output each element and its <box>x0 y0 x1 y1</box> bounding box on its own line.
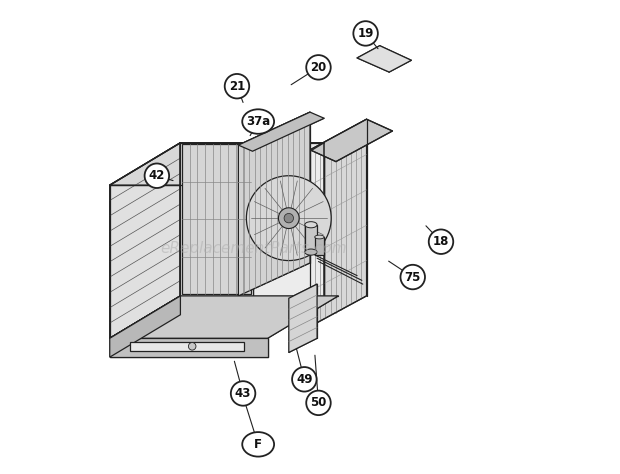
Text: 18: 18 <box>433 235 449 248</box>
Polygon shape <box>315 237 324 255</box>
Text: 19: 19 <box>357 27 374 40</box>
Text: eReplacementParts.com: eReplacementParts.com <box>160 241 347 256</box>
Ellipse shape <box>305 222 317 228</box>
Polygon shape <box>110 143 180 338</box>
Polygon shape <box>110 296 180 357</box>
Circle shape <box>188 343 196 350</box>
Circle shape <box>144 164 169 188</box>
Polygon shape <box>238 112 324 151</box>
Text: 21: 21 <box>229 80 245 93</box>
Polygon shape <box>180 143 254 296</box>
Text: 50: 50 <box>310 396 327 410</box>
Polygon shape <box>180 143 324 296</box>
Ellipse shape <box>242 432 274 456</box>
Circle shape <box>306 55 330 80</box>
Circle shape <box>284 213 293 223</box>
Text: 20: 20 <box>311 61 327 74</box>
Polygon shape <box>110 296 339 338</box>
Circle shape <box>353 21 378 46</box>
Text: 49: 49 <box>296 373 312 386</box>
Polygon shape <box>357 46 411 72</box>
Polygon shape <box>305 225 317 252</box>
Text: 43: 43 <box>235 387 251 400</box>
Ellipse shape <box>305 249 317 255</box>
Polygon shape <box>310 119 366 327</box>
Circle shape <box>401 265 425 289</box>
Circle shape <box>224 74 249 99</box>
Ellipse shape <box>315 235 324 239</box>
Circle shape <box>306 391 330 415</box>
Circle shape <box>429 229 453 254</box>
Text: 42: 42 <box>149 169 165 182</box>
Circle shape <box>246 176 331 261</box>
Ellipse shape <box>242 109 274 134</box>
Text: 37a: 37a <box>246 115 270 128</box>
Polygon shape <box>254 143 324 296</box>
Polygon shape <box>110 143 324 185</box>
Circle shape <box>278 208 299 228</box>
Circle shape <box>231 381 255 406</box>
Circle shape <box>292 367 317 392</box>
Text: F: F <box>254 438 262 451</box>
Polygon shape <box>130 342 244 351</box>
Polygon shape <box>238 112 310 296</box>
Text: 75: 75 <box>404 271 421 283</box>
Polygon shape <box>310 119 392 162</box>
Polygon shape <box>110 338 268 357</box>
Polygon shape <box>289 284 317 353</box>
Polygon shape <box>182 144 251 294</box>
